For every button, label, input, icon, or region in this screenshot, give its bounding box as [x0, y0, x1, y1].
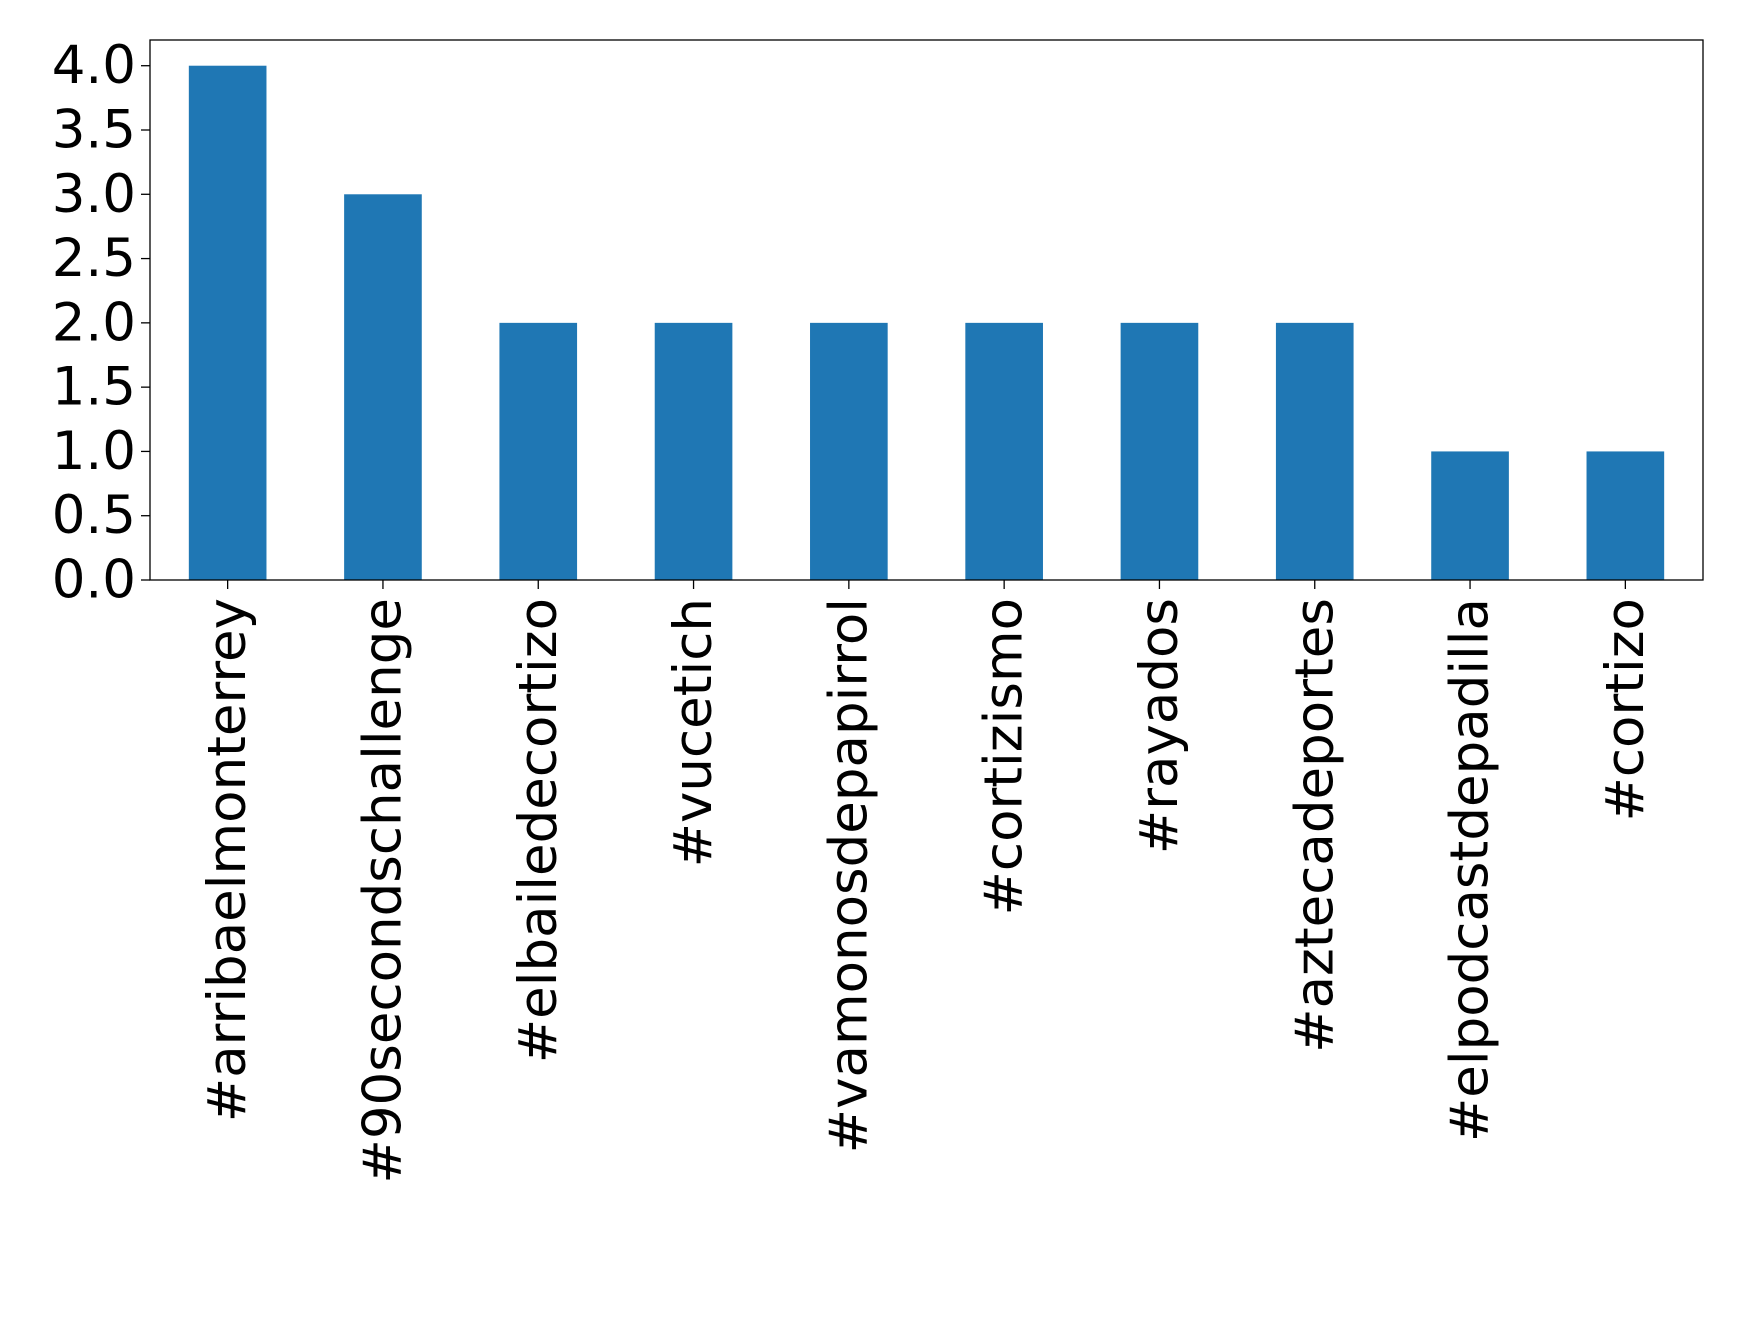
- x-tick-label: #vucetich: [663, 598, 724, 867]
- bar: [654, 322, 733, 580]
- y-axis: 0.00.51.01.52.02.53.03.54.0: [52, 35, 150, 611]
- x-tick-label: #elpodcastdepadilla: [1440, 598, 1501, 1142]
- y-tick-label: 3.0: [52, 164, 136, 225]
- bar: [1275, 322, 1354, 580]
- bar: [188, 65, 267, 580]
- x-tick-label: #vamonosdepapirrol: [818, 598, 879, 1153]
- bar: [499, 322, 578, 580]
- bar: [1431, 451, 1509, 580]
- x-tick-label: #rayados: [1129, 598, 1190, 854]
- y-tick-label: 1.5: [52, 357, 136, 418]
- y-tick-label: 2.5: [52, 228, 136, 289]
- x-tick-label: #aztecadeportes: [1284, 598, 1345, 1053]
- y-tick-label: 4.0: [52, 35, 136, 96]
- bar: [344, 194, 422, 581]
- y-tick-label: 0.5: [52, 485, 136, 546]
- bar: [965, 322, 1043, 580]
- bar: [1586, 451, 1665, 580]
- plot-frame: [149, 39, 1704, 581]
- x-tick-label: #cortizo: [1595, 598, 1656, 822]
- bars-layer: [188, 65, 1665, 581]
- y-tick-label: 2.0: [52, 292, 136, 353]
- x-tick-label: #elbailedecortizo: [508, 598, 569, 1063]
- y-tick-label: 1.0: [52, 421, 136, 482]
- bar: [810, 322, 888, 580]
- x-tick-label: #cortizismo: [974, 598, 1035, 915]
- x-axis: #arribaelmonterrey #90secondschallenge #el…: [197, 580, 1656, 1184]
- y-tick-label: 3.5: [52, 100, 136, 161]
- y-tick-label: 0.0: [52, 550, 136, 611]
- x-tick-label: #arribaelmonterrey: [197, 598, 258, 1122]
- x-tick-label: #90secondschallenge: [352, 598, 413, 1184]
- bar: [1120, 322, 1199, 580]
